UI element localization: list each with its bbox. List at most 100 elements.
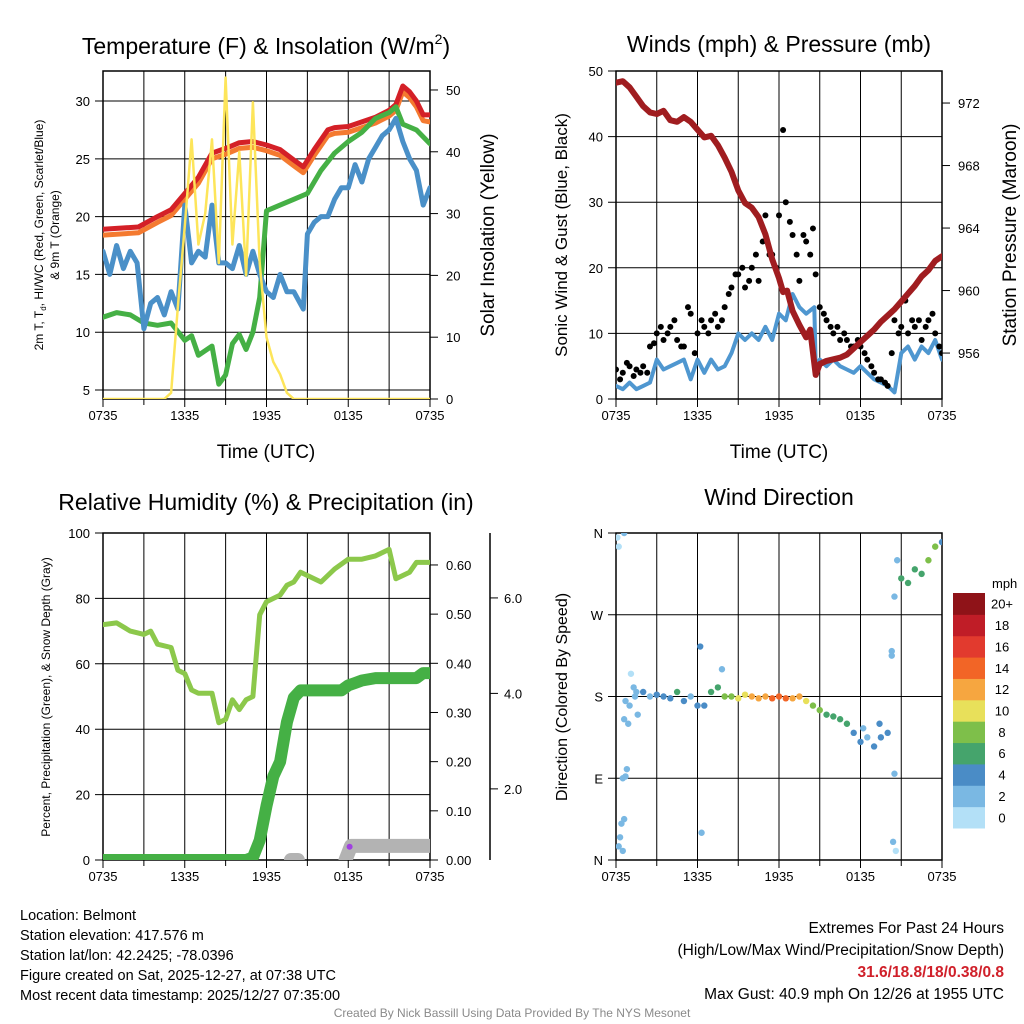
direction-point [619,847,626,855]
gust-point [684,304,691,311]
gust-point [905,330,912,337]
right-tick-label: 0.30 [446,705,471,720]
gust-point [680,343,687,350]
solar-insolation-line [103,76,430,399]
direction-point [891,593,898,600]
direction-point [816,706,823,714]
direction-point [616,534,621,541]
direction-point [694,702,701,709]
gust-point [725,291,732,298]
gust-point [752,251,759,258]
direction-point [701,702,708,709]
plot-frame [615,70,943,400]
snow-tick-label: 2.0 [504,782,522,797]
direction-point [667,695,674,702]
direction-point [809,702,817,709]
location-text: Location: Belmont [20,908,137,924]
x-tick-label: 0735 [416,869,445,884]
gust-point [653,330,660,337]
colorbar-bin [953,806,985,829]
right-tick-label: 0.10 [446,804,471,819]
right-tick-label: 30 [446,207,460,222]
y-tick-label: 30 [589,195,603,210]
x-tick-label: 0735 [928,869,957,884]
temp-xlabel: Time (UTC) [217,442,316,463]
panel-3: 0735 1335 1935 0135 0735NESWN024681012141618… [591,526,1013,884]
gust-point [827,323,834,330]
gust-point [626,363,633,370]
colorbar-label: 16 [995,639,1009,654]
snow-tick-label: 6.0 [504,591,522,606]
direction-point [639,688,647,696]
gust-point [674,336,681,343]
x-tick-label: 0135 [334,869,363,884]
gust-point [922,323,929,330]
right-tick-label: 956 [958,346,980,361]
gust-point [834,323,841,330]
gust-point [637,369,644,376]
colorbar-bin [953,721,985,744]
y-tick-label: 15 [76,267,90,282]
direction-point [755,695,762,702]
direction-point [620,716,628,723]
y-tick-label: 20 [76,788,90,803]
direction-point [620,533,628,537]
gust-point [698,317,705,324]
colorbar-bin [953,614,985,637]
gust-point [884,382,891,389]
y-tick-label: 20 [76,210,90,225]
plot-frame [615,532,943,861]
temp-chart-title: Temperature (F) & Insolation (W/m2) [82,31,450,59]
direction-chart-title: Wind Direction [704,484,854,510]
direction-point [762,693,769,700]
x-tick-label: 1935 [252,869,281,884]
temp-ylabel: 2m T, Td, HI/WC (Red, Green, Scarlet/Blu… [32,120,48,351]
direction-point [889,838,897,846]
gust-point [911,323,918,330]
gust-point [644,369,651,376]
gust-point [800,232,807,238]
gust-point [705,330,712,337]
direction-point [721,693,728,700]
direction-point [728,693,735,700]
data-layer [103,546,430,860]
direction-point [782,695,789,702]
max-gust-text: Max Gust: 40.9 mph On 12/26 at 1955 UTC [704,986,1004,1003]
gust-point [939,350,942,357]
gust-point [830,330,837,337]
gust-point [739,264,746,271]
right-tick-label: 20 [446,268,460,283]
x-tick-label: 0735 [928,408,957,423]
direction-point [911,566,919,573]
gust-point [909,317,916,324]
relative-humidity-line [103,546,430,726]
data-layer [616,78,942,395]
direction-point [796,693,803,700]
gust-point [843,336,850,343]
right-tick-label: 10 [446,330,460,345]
y-tick-label: 0 [596,392,603,407]
colorbar-label: 14 [995,661,1009,676]
y-tick-label: 20 [589,261,603,276]
x-tick-label: 0735 [602,869,631,884]
y-tick-label: 60 [76,657,90,672]
gust-point [786,218,793,225]
right-tick-label: 968 [958,159,980,174]
gust-point [841,330,848,337]
colorbar-bin [953,657,985,679]
direction-point [789,695,796,702]
gust-point [898,323,905,330]
gust-point [837,336,844,343]
colorbar-label: 6 [998,746,1005,761]
gust-point [820,310,827,317]
direction-point [888,647,895,655]
colorbar-label: 0 [998,810,1005,825]
y-tick-label: 80 [76,591,90,606]
direction-point [687,693,694,700]
gust-point [671,317,678,324]
x-tick-label: 0735 [89,869,118,884]
gust-point [925,317,932,324]
gust-point [748,264,755,271]
gust-point [664,330,671,337]
direction-point [616,834,624,841]
